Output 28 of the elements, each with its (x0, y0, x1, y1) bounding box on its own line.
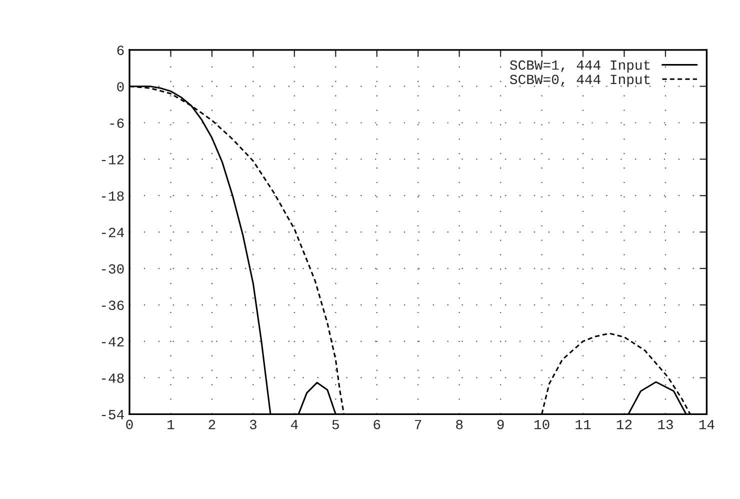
x-tick-label: 3 (250, 420, 256, 430)
x-tick-label: 9 (497, 420, 504, 430)
x-tick-label: 12 (616, 420, 632, 430)
x-tick-label: 6 (374, 420, 380, 430)
y-tick-label: -42 (102, 337, 124, 346)
x-tick-label: 14 (699, 420, 714, 430)
y-tick-label: -12 (102, 154, 124, 164)
y-tick-label: 0 (117, 82, 124, 92)
y-tick-label: -18 (102, 191, 124, 201)
x-tick-label: 7 (415, 420, 422, 430)
y-tick-label: -30 (102, 264, 124, 274)
legend-label: SCBW=1, 444 Input (510, 60, 650, 73)
x-tick-label: 1 (168, 420, 174, 430)
x-tick-label: 4 (290, 420, 298, 430)
x-tick-label: 2 (208, 420, 216, 430)
x-tick-label: 13 (658, 420, 673, 430)
y-tick-label: -24 (102, 228, 124, 238)
x-tick-label: 8 (456, 420, 463, 430)
y-tick-label: 6 (117, 46, 124, 56)
x-tick-label: 11 (576, 420, 591, 430)
legend-label: SCBW=0, 444 Input (510, 74, 650, 87)
y-tick-label: -54 (102, 410, 124, 420)
x-tick-label: 5 (332, 420, 339, 430)
y-tick-label: -6 (110, 118, 124, 128)
x-tick-label: 0 (126, 420, 133, 430)
x-tick-label: 10 (534, 420, 550, 430)
y-tick-label: -36 (102, 300, 124, 310)
y-tick-label: -48 (102, 373, 124, 383)
